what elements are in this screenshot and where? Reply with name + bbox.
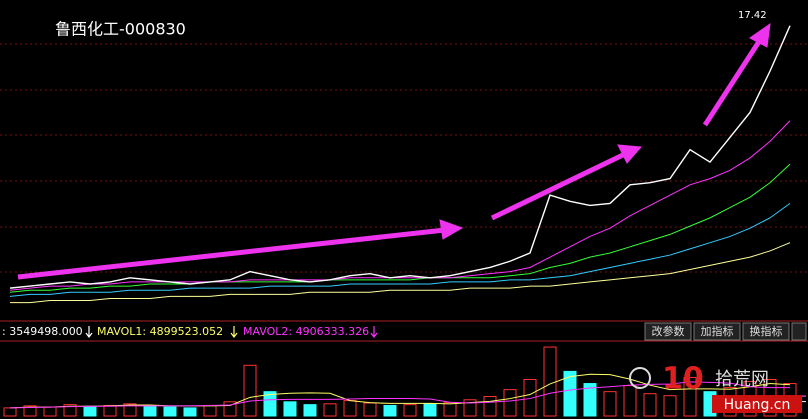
url-box	[712, 395, 802, 413]
series-line	[9, 202, 791, 297]
down-arrow	[230, 326, 238, 338]
series-line	[9, 163, 791, 293]
close-box[interactable]	[791, 322, 807, 341]
button-frame[interactable]	[742, 322, 790, 341]
watermark-url: Huang.cn	[724, 397, 791, 413]
arrow-head	[617, 144, 643, 164]
arrow	[702, 38, 763, 127]
volume-bar	[603, 391, 617, 417]
chart-title: 鲁西化工-000830	[55, 20, 186, 39]
volume-bar	[163, 406, 177, 417]
volume-bar	[283, 401, 297, 417]
indicator-label: MAVOL1: 4899523.052	[97, 325, 223, 338]
volume-bar	[503, 389, 517, 417]
series-line	[9, 120, 791, 291]
volume-bar	[303, 404, 317, 417]
volume-bar	[583, 383, 597, 417]
trend-arrows	[17, 22, 771, 280]
series-line	[10, 242, 791, 304]
indicator-arrows	[85, 326, 378, 338]
volume-bar	[463, 399, 477, 417]
volume-bar	[183, 407, 197, 417]
volume-bar	[323, 403, 337, 417]
arrow-head	[439, 219, 464, 240]
high-label: 17.42	[738, 10, 767, 21]
volume-bar	[263, 391, 277, 417]
series-line	[9, 25, 791, 289]
down-arrow	[370, 326, 378, 338]
volume-bar	[243, 364, 257, 417]
arrow-head	[749, 22, 771, 48]
volume-bar	[143, 405, 157, 417]
indicator-label: MAVOL2: 4906333.326	[243, 325, 369, 338]
mavol-line	[9, 381, 790, 409]
button[interactable]: 改参数	[652, 324, 685, 338]
volume-bar	[483, 396, 497, 417]
volume-bar	[643, 393, 657, 417]
watermark: 10 拾荒网 Huang.cn	[629, 362, 802, 413]
volume-bar	[83, 405, 97, 417]
button-frame[interactable]	[693, 322, 741, 341]
indicator-label: : 3549498.000	[2, 325, 83, 338]
volume-bar	[223, 401, 237, 417]
toolbar: 改参数 加指标 换指标	[644, 322, 807, 341]
volume-bar	[423, 403, 437, 417]
watermark-name: 拾荒网	[715, 369, 769, 390]
arrow	[490, 151, 627, 221]
volume-bar	[63, 404, 77, 417]
volume-bar	[563, 370, 577, 417]
down-arrow	[85, 326, 93, 338]
volume-bar	[663, 395, 677, 417]
volume-bar	[123, 403, 137, 417]
arrow	[17, 227, 446, 280]
volume-bar	[523, 379, 537, 417]
volume-bar	[383, 404, 397, 417]
watermark-number: 10	[662, 362, 704, 397]
button[interactable]: 换指标	[750, 324, 783, 338]
button-frame[interactable]	[644, 322, 692, 341]
logo	[629, 367, 651, 389]
volume-bar	[403, 404, 417, 417]
button[interactable]: 加指标	[701, 324, 734, 338]
mavol-line	[9, 373, 791, 409]
volume-bar	[683, 376, 697, 417]
plot	[3, 25, 806, 417]
volume-bar	[23, 405, 37, 417]
